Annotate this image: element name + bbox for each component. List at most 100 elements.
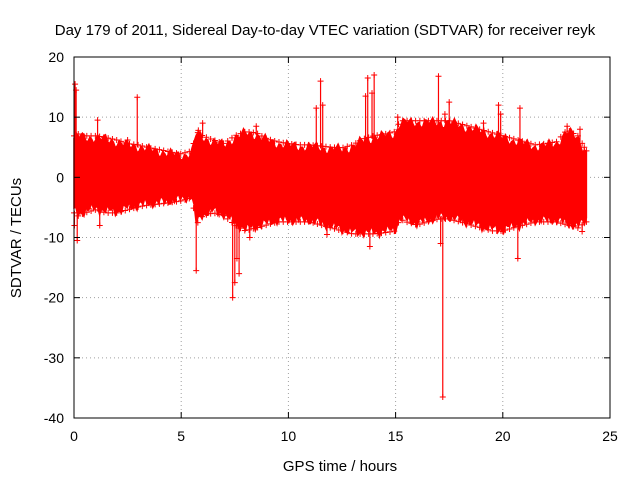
x-tick-label: 15 bbox=[388, 428, 404, 444]
spike-point bbox=[366, 243, 373, 250]
edge-point bbox=[574, 224, 581, 231]
edge-point bbox=[472, 125, 479, 132]
edge-point bbox=[92, 206, 99, 213]
edge-point bbox=[271, 219, 278, 226]
edge-point bbox=[250, 129, 257, 136]
edge-point bbox=[395, 219, 402, 226]
edge-point bbox=[540, 140, 547, 147]
spike-point bbox=[394, 114, 401, 121]
edge-point bbox=[156, 146, 163, 153]
edge-point bbox=[382, 229, 389, 236]
y-tick-label: -10 bbox=[44, 230, 64, 246]
edge-point bbox=[451, 119, 458, 126]
spike-point bbox=[229, 294, 236, 301]
edge-point bbox=[160, 147, 167, 154]
edge-point bbox=[237, 130, 244, 137]
edge-point bbox=[224, 137, 231, 144]
y-tick-label: 20 bbox=[48, 49, 64, 65]
edge-point bbox=[207, 135, 214, 142]
edge-point bbox=[399, 217, 406, 224]
edge-point bbox=[348, 142, 355, 149]
edge-point bbox=[557, 133, 564, 140]
edge-point bbox=[451, 217, 458, 224]
edge-point bbox=[510, 224, 517, 231]
y-tick-label: -20 bbox=[44, 290, 64, 306]
edge-point bbox=[583, 218, 590, 225]
edge-point bbox=[267, 220, 274, 227]
edge-point bbox=[553, 138, 560, 145]
spike-point bbox=[576, 126, 583, 133]
edge-point bbox=[169, 199, 176, 206]
edge-point bbox=[455, 218, 462, 225]
spike-point bbox=[74, 237, 81, 244]
edge-point bbox=[583, 147, 590, 154]
y-tick-label: -30 bbox=[44, 350, 64, 366]
edge-point bbox=[510, 135, 517, 142]
edge-point bbox=[186, 148, 193, 155]
y-tick-label: -40 bbox=[44, 410, 64, 426]
edge-point bbox=[404, 219, 411, 226]
edge-point bbox=[459, 219, 466, 226]
x-axis-label: GPS time / hours bbox=[283, 458, 397, 475]
sdtvar-point-cloud bbox=[73, 115, 588, 240]
edge-point bbox=[391, 128, 398, 135]
edge-point bbox=[480, 225, 487, 232]
spike-point bbox=[495, 102, 502, 109]
spike-point bbox=[193, 267, 200, 274]
edge-point bbox=[382, 130, 389, 137]
edge-point bbox=[463, 220, 470, 227]
edge-point bbox=[527, 140, 534, 147]
edge-point bbox=[147, 145, 154, 152]
edge-point bbox=[408, 220, 415, 227]
edge-point bbox=[211, 137, 218, 144]
edge-point bbox=[220, 212, 227, 219]
chart-title: Day 179 of 2011, Sidereal Day-to-day VTE… bbox=[55, 22, 596, 39]
edge-point bbox=[228, 219, 235, 226]
edge-point bbox=[177, 197, 184, 204]
edge-point bbox=[429, 217, 436, 224]
data-points bbox=[71, 72, 590, 400]
edge-point bbox=[369, 133, 376, 140]
edge-point bbox=[105, 135, 112, 142]
edge-point bbox=[75, 212, 82, 219]
spike-point bbox=[199, 120, 206, 127]
edge-point bbox=[258, 132, 265, 139]
spike-point bbox=[441, 111, 448, 118]
edge-point bbox=[506, 225, 513, 232]
edge-point bbox=[109, 136, 116, 143]
spike-point bbox=[72, 81, 79, 88]
edge-point bbox=[182, 149, 189, 156]
edge-point bbox=[113, 136, 120, 143]
edge-point bbox=[416, 221, 423, 228]
spike-point bbox=[323, 231, 330, 238]
edge-point bbox=[152, 145, 159, 152]
edge-point bbox=[88, 208, 95, 215]
edge-point bbox=[113, 209, 120, 216]
edge-point bbox=[523, 139, 530, 146]
edge-point bbox=[489, 129, 496, 136]
spike-point bbox=[313, 105, 320, 112]
edge-point bbox=[177, 150, 184, 157]
edge-point bbox=[164, 199, 171, 206]
edge-point bbox=[502, 133, 509, 140]
edge-point bbox=[322, 223, 329, 230]
edge-point bbox=[455, 120, 462, 127]
edge-point bbox=[553, 218, 560, 225]
spike-point bbox=[134, 94, 141, 101]
edge-point bbox=[220, 140, 227, 147]
edge-point bbox=[485, 226, 492, 233]
edge-point bbox=[143, 144, 150, 151]
edge-point bbox=[254, 130, 261, 137]
spike-point bbox=[319, 102, 326, 109]
edge-point bbox=[79, 132, 86, 139]
edge-point bbox=[216, 211, 223, 218]
edge-point bbox=[579, 140, 586, 147]
spike-point bbox=[444, 210, 451, 217]
spike-point bbox=[480, 120, 487, 127]
edge-point bbox=[135, 141, 142, 148]
spike-point bbox=[371, 72, 378, 79]
edge-point bbox=[203, 134, 210, 141]
x-tick-label: 20 bbox=[495, 428, 511, 444]
edge-point bbox=[562, 221, 569, 228]
